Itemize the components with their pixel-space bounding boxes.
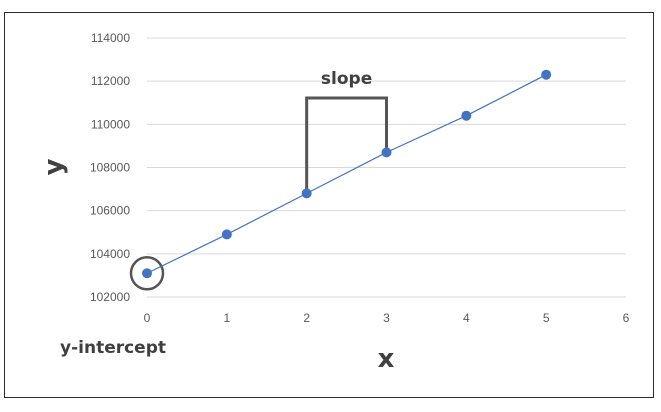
series [142, 69, 552, 279]
data-point [461, 110, 472, 121]
gridlines [147, 37, 626, 298]
x-tick-label: 0 [144, 311, 151, 325]
y-tick-label: 114000 [91, 31, 130, 45]
x-tick-label: 3 [383, 311, 390, 325]
x-tick-label: 6 [623, 311, 630, 325]
y-intercept-circle [129, 256, 165, 291]
y-axis-title: y [39, 158, 69, 175]
y-tick-label: 106000 [90, 204, 130, 218]
series-line [146, 74, 547, 274]
y-tick-label: 102000 [90, 290, 130, 304]
slope-label: slope [321, 69, 372, 89]
slope-bracket [305, 96, 388, 194]
y-axis-ticks: 102000 104000 106000 108000 110000 112000 1140… [90, 31, 130, 304]
data-point [221, 229, 232, 240]
y-tick-label: 108000 [90, 161, 130, 175]
x-axis-ticks: 0 1 2 3 4 5 6 [144, 311, 630, 325]
data-point [142, 268, 152, 279]
x-axis-title: x [378, 344, 395, 374]
data-point [301, 188, 312, 199]
x-tick-label: 4 [463, 311, 470, 325]
y-tick-label: 104000 [90, 247, 130, 261]
data-point [381, 147, 392, 158]
annotations [129, 96, 388, 291]
y-tick-label: 112000 [91, 74, 130, 88]
data-point [541, 69, 552, 80]
x-tick-label: 5 [543, 311, 550, 325]
x-tick-label: 1 [223, 311, 230, 325]
x-tick-label: 2 [303, 311, 310, 325]
y-tick-label: 110000 [91, 117, 130, 131]
y-intercept-label: y-intercept [60, 338, 166, 358]
